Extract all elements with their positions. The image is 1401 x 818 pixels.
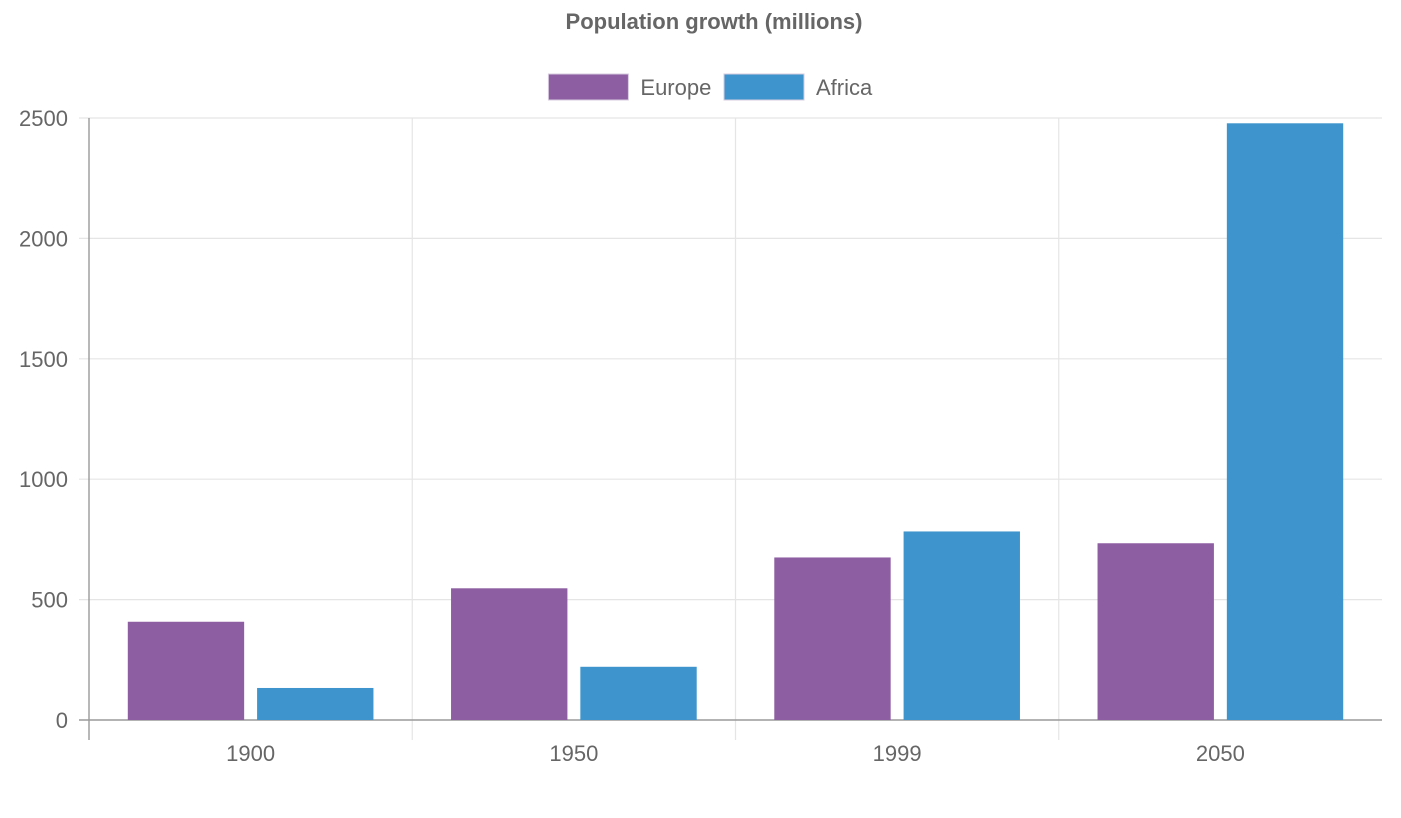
bar-europe-2050 <box>1097 543 1214 720</box>
x-tick-label: 1950 <box>549 741 598 766</box>
bar-africa-1999 <box>903 531 1020 720</box>
bar-europe-1999 <box>774 557 891 720</box>
y-tick-label: 0 <box>56 708 68 733</box>
x-tick-label: 1999 <box>873 741 922 766</box>
bars <box>127 123 1344 720</box>
x-tick-label: 2050 <box>1196 741 1245 766</box>
bar-africa-2050 <box>1226 123 1344 720</box>
bar-africa-1950 <box>580 666 697 720</box>
legend: Europe Africa <box>547 73 873 101</box>
legend-swatch-europe[interactable] <box>547 73 629 101</box>
y-tick-label: 1500 <box>19 347 68 372</box>
y-tick-label: 1000 <box>19 467 68 492</box>
y-tick-label: 500 <box>31 588 68 613</box>
y-tick-label: 2500 <box>19 106 68 131</box>
bar-europe-1900 <box>127 621 245 720</box>
bar-europe-1950 <box>451 588 568 720</box>
legend-label-africa[interactable]: Africa <box>816 75 873 100</box>
axes: 0 500 1000 1500 2000 2500 1900 1950 1999 2050 <box>19 106 1382 766</box>
chart-title: Population growth (millions) <box>566 9 863 34</box>
y-tick-label: 2000 <box>19 226 68 251</box>
x-tick-label: 1900 <box>226 741 275 766</box>
legend-swatch-africa[interactable] <box>723 73 805 101</box>
bar-africa-1900 <box>257 687 374 720</box>
legend-label-europe[interactable]: Europe <box>640 75 711 100</box>
